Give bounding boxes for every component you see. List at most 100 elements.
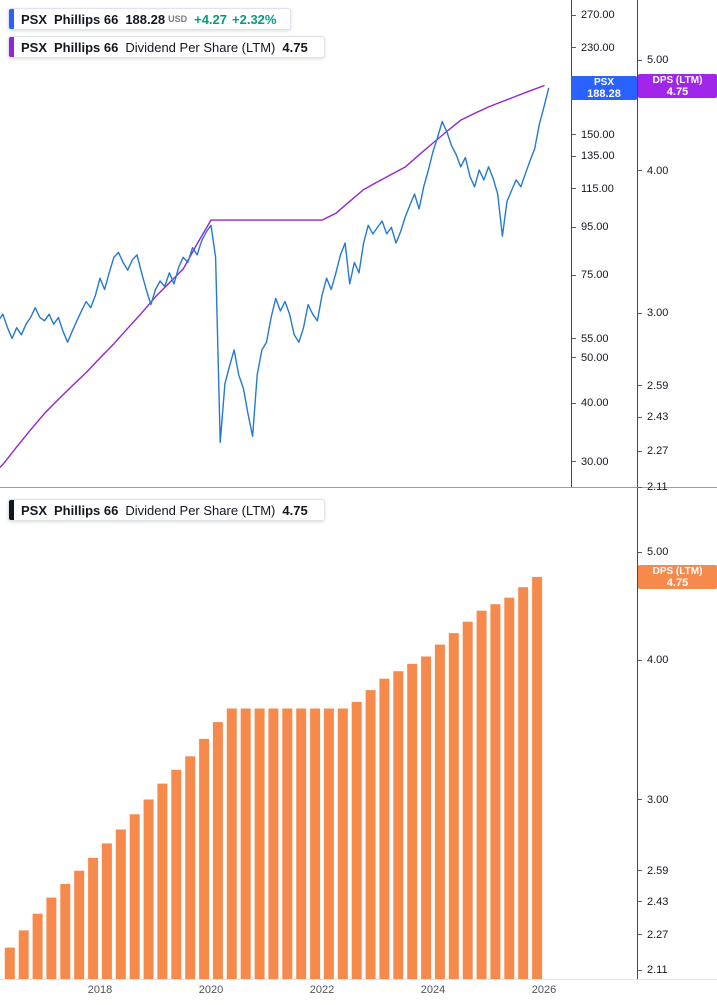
- badge-value: 4.75: [666, 576, 689, 589]
- dps-bar[interactable]: [351, 701, 362, 979]
- dps-bar[interactable]: [532, 576, 543, 979]
- tick-mark: [572, 188, 576, 190]
- dps-bar[interactable]: [490, 604, 501, 979]
- dps-bar[interactable]: [365, 690, 376, 979]
- dps-bar[interactable]: [143, 799, 154, 980]
- dps-bar[interactable]: [240, 708, 251, 980]
- axis-tick: 30.00: [572, 456, 609, 468]
- axis-tick: 75.00: [572, 269, 609, 281]
- dps-bar[interactable]: [129, 814, 140, 979]
- dps-bar[interactable]: [518, 587, 529, 979]
- tick-label: 55.00: [581, 332, 609, 345]
- dps-bar[interactable]: [185, 756, 196, 979]
- dps-bar[interactable]: [32, 913, 43, 979]
- tick-label: 75.00: [581, 269, 609, 282]
- dps-bar[interactable]: [254, 708, 265, 980]
- price-axis[interactable]: 270.00 230.00 150.00 135.00 115.00 95.00 75.00…: [572, 0, 636, 487]
- dps-bar[interactable]: [296, 708, 307, 980]
- tick-mark: [572, 155, 576, 157]
- dps-overlay-legend[interactable]: PSX Phillips 66 Dividend Per Share (LTM)…: [8, 36, 325, 58]
- dps-bar[interactable]: [88, 857, 99, 979]
- tick-label: 2.27: [647, 445, 669, 458]
- dps-bar[interactable]: [268, 708, 279, 980]
- dps-bar[interactable]: [101, 843, 112, 979]
- company-name: Phillips 66: [54, 502, 119, 518]
- dps-bar[interactable]: [4, 947, 15, 979]
- dps-axis-bottom[interactable]: 5.00 4.00 3.00 2.59 2.43 2.27 2.11: [638, 487, 717, 979]
- dps-bar[interactable]: [18, 930, 29, 979]
- axis-tick: 270.00: [572, 9, 615, 21]
- tick-mark: [638, 486, 642, 488]
- tick-label: 150.00: [581, 128, 615, 141]
- dps-bar[interactable]: [407, 663, 418, 979]
- dps-bar[interactable]: [171, 769, 182, 979]
- price-series-legend[interactable]: PSX Phillips 66 188.28 USD +4.27 +2.32%: [8, 8, 292, 30]
- tick-mark: [572, 47, 576, 49]
- axis-tick: 230.00: [572, 42, 615, 54]
- badge-value: 4.75: [666, 85, 689, 98]
- dps-bar[interactable]: [462, 621, 473, 979]
- tick-label: 95.00: [581, 221, 609, 234]
- tick-mark: [638, 551, 642, 553]
- dps-bar[interactable]: [226, 708, 237, 980]
- dps-bar[interactable]: [337, 708, 348, 980]
- tick-label: 2.11: [647, 481, 668, 494]
- dps-bar[interactable]: [157, 783, 168, 979]
- dps-bar[interactable]: [60, 884, 71, 979]
- dps-bar[interactable]: [46, 897, 57, 979]
- axis-tick: 135.00: [572, 150, 615, 162]
- axis-tick: 2.27: [638, 445, 668, 457]
- axis-tick: 5.00: [638, 54, 668, 66]
- tick-label: 270.00: [581, 9, 615, 22]
- dps-bar[interactable]: [199, 738, 210, 979]
- dps-bar[interactable]: [74, 870, 85, 979]
- tick-mark: [638, 969, 642, 971]
- tick-label: 4.00: [647, 164, 669, 177]
- dps-bar[interactable]: [421, 656, 432, 980]
- dps-pane-canvas[interactable]: [0, 487, 570, 979]
- price-change-absolute: +4.27: [194, 11, 228, 27]
- price-line-series[interactable]: [0, 87, 550, 443]
- last-price-value: 188.28: [125, 11, 166, 27]
- tick-mark: [572, 357, 576, 359]
- tick-label: 2.43: [647, 895, 669, 908]
- price-axis-badge: PSX 188.28: [571, 76, 637, 100]
- tick-mark: [572, 14, 576, 16]
- axis-tick: 150.00: [572, 129, 615, 141]
- tick-mark: [572, 461, 576, 463]
- axis-tick: 3.00: [638, 794, 668, 806]
- tick-mark: [638, 934, 642, 936]
- axis-tick: 2.43: [638, 896, 668, 908]
- axis-tick: 95.00: [572, 221, 609, 233]
- tick-label: 2.43: [647, 411, 669, 424]
- axis-tick: 5.00: [638, 546, 668, 558]
- dps-bar[interactable]: [379, 678, 390, 979]
- dps-bar[interactable]: [476, 610, 487, 979]
- metric-name: Dividend Per Share (LTM): [125, 39, 276, 55]
- pane-divider[interactable]: [0, 487, 717, 488]
- dps-bar[interactable]: [504, 597, 515, 979]
- dps-bar[interactable]: [393, 671, 404, 979]
- price-pane-canvas[interactable]: [0, 0, 570, 487]
- dps-bar[interactable]: [115, 829, 126, 980]
- dps-bar[interactable]: [310, 708, 321, 980]
- dps-bar[interactable]: [323, 708, 334, 980]
- dps-bar[interactable]: [282, 708, 293, 980]
- tick-mark: [572, 226, 576, 228]
- dps-axis-top[interactable]: 5.00 4.00 3.00 2.59 2.43 2.27 2.11: [638, 0, 717, 493]
- dps-pane-legend[interactable]: PSX Phillips 66 Dividend Per Share (LTM)…: [8, 499, 325, 521]
- tick-mark: [638, 170, 642, 172]
- axis-tick: 2.11: [638, 481, 668, 493]
- axis-tick: 2.59: [638, 865, 668, 877]
- tick-mark: [638, 870, 642, 872]
- dps-bar[interactable]: [212, 722, 223, 979]
- tick-label: 5.00: [647, 54, 669, 67]
- dps-bar[interactable]: [448, 633, 459, 979]
- time-axis[interactable]: 2018 2020 2022 2024 2026: [0, 979, 717, 1005]
- dps-bar[interactable]: [434, 644, 445, 979]
- dps-line-series[interactable]: [0, 84, 545, 478]
- axis-tick: 40.00: [572, 397, 609, 409]
- axis-tick: 2.43: [638, 411, 668, 423]
- dps-axis-badge-top: DPS (LTM) 4.75: [638, 74, 717, 98]
